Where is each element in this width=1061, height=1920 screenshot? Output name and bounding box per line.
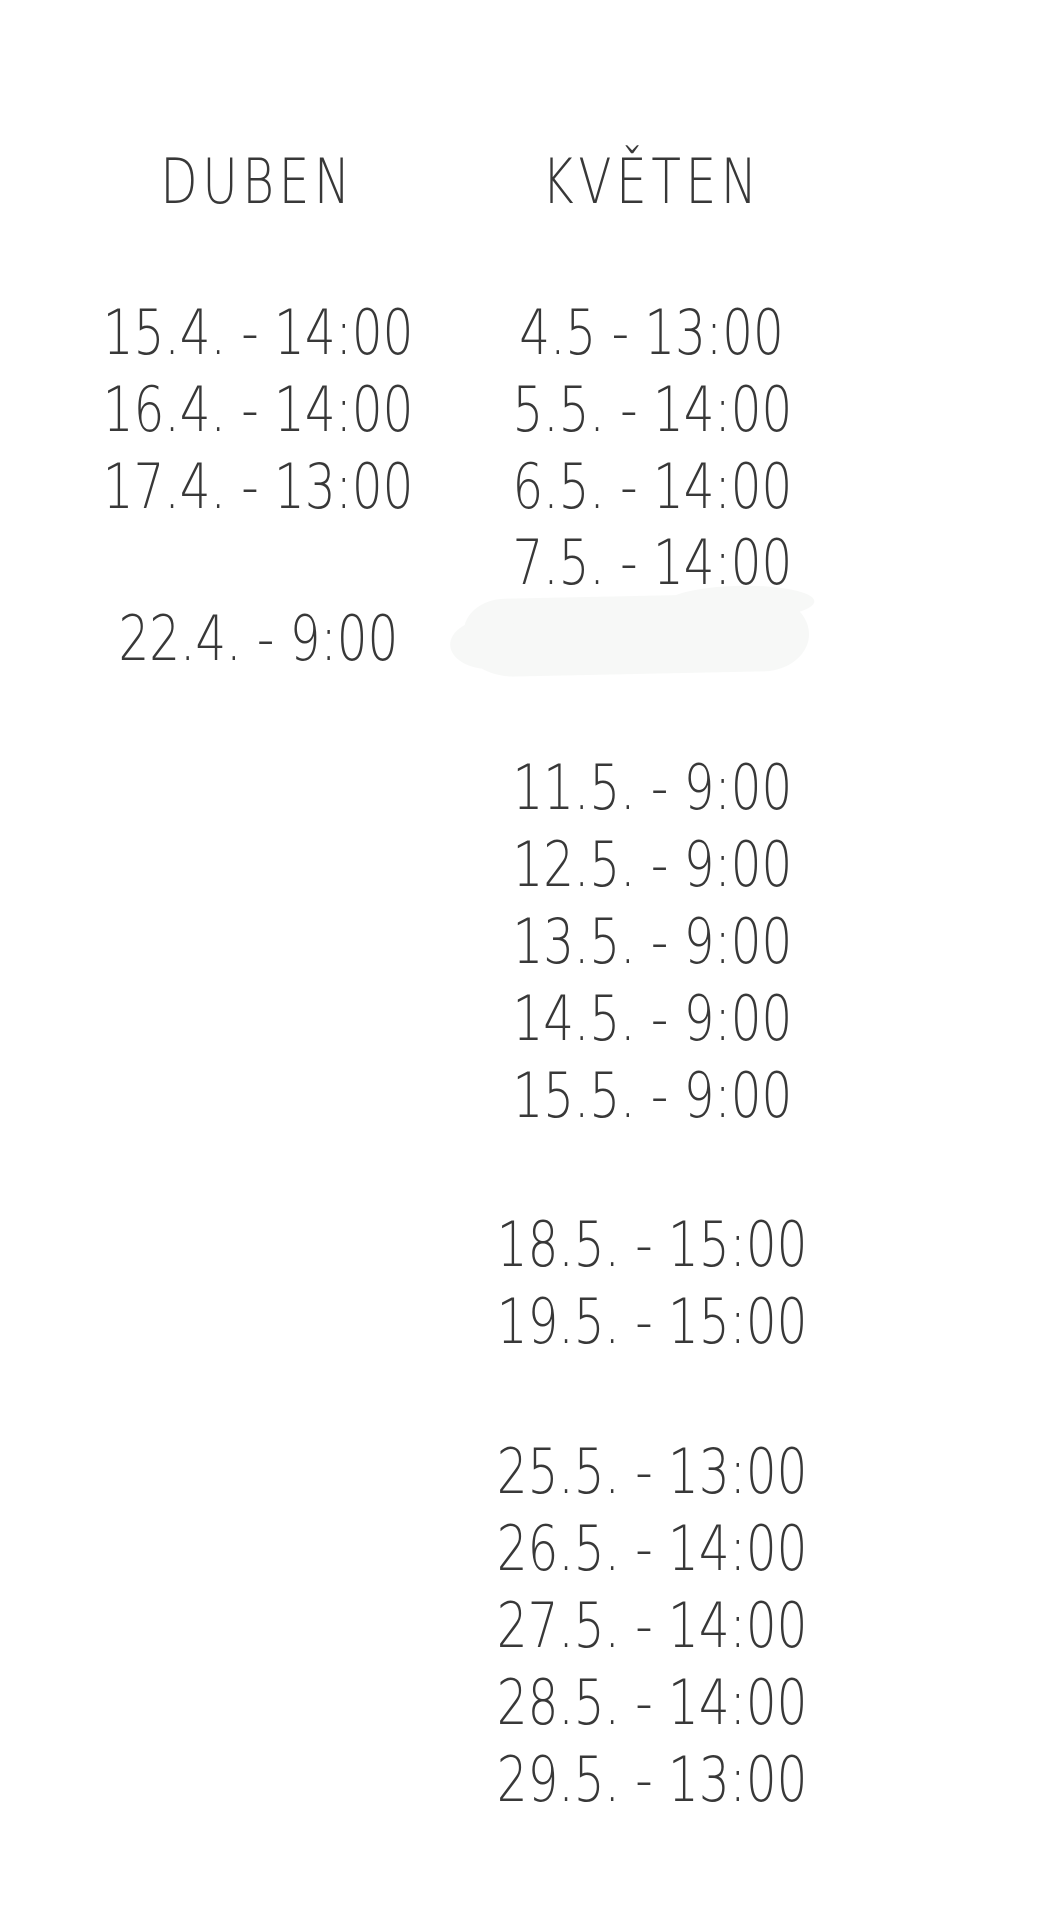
schedule-entry: 22.4. - 9:00: [118, 602, 398, 675]
schedule-entry: 26.5. - 14:00: [496, 1512, 808, 1585]
april-column: DUBEN 15.4. - 14:00 16.4. - 14:00 17.4. …: [48, 0, 468, 1920]
schedule-entry: 19.5. - 15:00: [496, 1285, 808, 1358]
may-column: KVĚTEN 4.5 - 13:00 5.5. - 14:00 6.5. - 1…: [442, 0, 862, 1920]
schedule-entry: 17.4. - 13:00: [102, 450, 414, 523]
schedule-entry: 18.5. - 15:00: [496, 1208, 808, 1281]
schedule-entry: 5.5. - 14:00: [512, 373, 792, 446]
schedule-entry: 28.5. - 14:00: [496, 1666, 808, 1739]
schedule-entry: 12.5. - 9:00: [512, 828, 792, 901]
schedule-entry: 11.5. - 9:00: [512, 751, 792, 824]
schedule-entry: 16.4. - 14:00: [102, 373, 414, 446]
schedule-entry: 15.4. - 14:00: [102, 296, 414, 369]
schedule-entry: 13.5. - 9:00: [512, 905, 792, 978]
april-column-header: DUBEN: [48, 137, 468, 227]
april-header-label: DUBEN: [160, 145, 356, 218]
schedule-entry: 27.5. - 14:00: [496, 1589, 808, 1662]
schedule-entry: 4.5 - 13:00: [519, 296, 785, 369]
may-header-label: KVĚTEN: [542, 145, 762, 218]
schedule-entry: 29.5. - 13:00: [496, 1743, 808, 1816]
may-column-header: KVĚTEN: [442, 137, 862, 227]
schedule-entry: 25.5. - 13:00: [496, 1435, 808, 1508]
erased-entry-smudge: [463, 592, 810, 678]
schedule-entry: 15.5. - 9:00: [512, 1059, 792, 1132]
schedule-entry: 6.5. - 14:00: [512, 450, 792, 523]
schedule-entry: 14.5. - 9:00: [512, 982, 792, 1055]
